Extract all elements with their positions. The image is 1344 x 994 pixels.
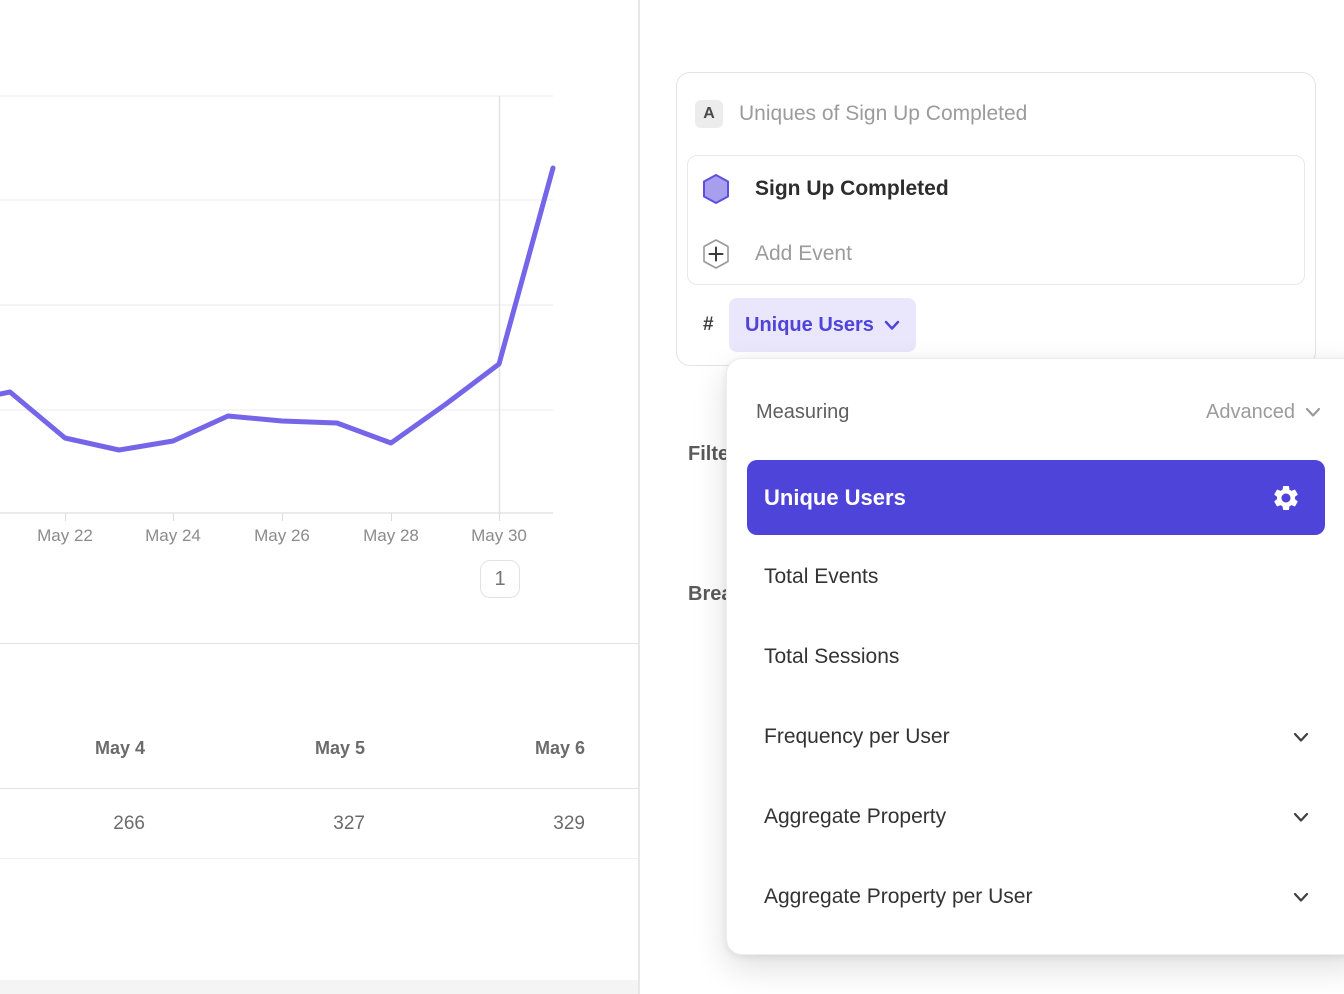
gear-icon[interactable]	[1271, 483, 1301, 513]
bottom-scroll-strip	[0, 980, 638, 994]
add-event-plus-icon	[703, 238, 729, 269]
query-card: A Uniques of Sign Up Completed Sign Up C…	[676, 72, 1316, 366]
metric-row: # Unique Users	[677, 298, 1315, 352]
line-chart	[0, 95, 556, 521]
metric-chip-label: Unique Users	[745, 313, 874, 336]
event-row-sign-up-completed[interactable]: Sign Up Completed	[688, 156, 1304, 221]
menu-item-label: Aggregate Property per User	[764, 885, 1033, 908]
menu-item-label: Unique Users	[764, 484, 906, 510]
event-name-label: Sign Up Completed	[755, 176, 949, 200]
x-axis-tick-label: May 30	[471, 526, 527, 545]
menu-item-aggregate-property[interactable]: Aggregate Property	[727, 777, 1344, 857]
menu-item-frequency-per-user[interactable]: Frequency per User	[727, 697, 1344, 777]
query-title: Uniques of Sign Up Completed	[739, 102, 1028, 125]
measuring-dropdown: Measuring Advanced Unique Users Total Eve…	[726, 358, 1344, 955]
measuring-menu-header: Measuring Advanced	[727, 386, 1344, 438]
chevron-down-icon	[1293, 812, 1309, 822]
pagination-badge[interactable]: 1	[480, 560, 520, 598]
query-card-header: A Uniques of Sign Up Completed	[677, 73, 1315, 155]
chart-line-series	[0, 165, 556, 453]
query-builder-panel: A Uniques of Sign Up Completed Sign Up C…	[640, 0, 1344, 994]
menu-item-total-sessions[interactable]: Total Sessions	[727, 617, 1344, 697]
add-event-label: Add Event	[755, 241, 852, 265]
table-top-divider	[0, 643, 638, 644]
table-cell-value: 329	[553, 813, 585, 834]
filter-section-heading: Filter	[688, 443, 737, 465]
measuring-menu-items: Unique Users Total Events Total Sessions Fr…	[727, 460, 1344, 937]
add-event-button[interactable]: Add Event	[688, 221, 1304, 286]
menu-item-label: Total Sessions	[764, 645, 900, 668]
advanced-mode-label: Advanced	[1206, 400, 1295, 423]
table-cell-value: 266	[113, 813, 145, 834]
table-column-header: May 5	[314, 738, 365, 758]
chevron-down-icon	[884, 320, 900, 330]
menu-item-label: Total Events	[764, 565, 879, 588]
chevron-down-icon	[1305, 407, 1321, 417]
x-axis-tick-label: May 28	[363, 526, 419, 545]
panel-divider	[638, 0, 640, 994]
metric-selector-chip[interactable]: Unique Users	[729, 298, 916, 352]
table-bottom-divider	[0, 858, 638, 859]
menu-item-total-events[interactable]: Total Events	[727, 537, 1344, 617]
table-column-header: May 4	[94, 738, 145, 758]
x-axis-tick-label: May 24	[145, 526, 201, 545]
table-cell-value: 327	[333, 813, 365, 834]
measuring-label: Measuring	[756, 400, 850, 423]
menu-item-label: Frequency per User	[764, 725, 950, 748]
menu-item-label: Aggregate Property	[764, 805, 947, 828]
advanced-mode-selector[interactable]: Advanced	[1206, 401, 1321, 424]
chevron-down-icon	[1293, 892, 1309, 902]
series-letter-badge: A	[695, 100, 723, 128]
chevron-down-icon	[1293, 732, 1309, 742]
menu-item-unique-users[interactable]: Unique Users	[747, 460, 1325, 535]
event-card: Sign Up Completed Add Event	[687, 155, 1305, 285]
count-symbol: #	[703, 314, 714, 335]
chart-panel: May 22 May 24 May 26 May 28 May 30 1 May 4 26…	[0, 0, 638, 994]
table-column-header: May 6	[534, 738, 585, 758]
menu-item-aggregate-property-per-user[interactable]: Aggregate Property per User	[727, 857, 1344, 937]
table-header-divider	[0, 788, 638, 789]
event-hexagon-icon	[703, 173, 729, 204]
x-axis-tick-label: May 26	[254, 526, 310, 545]
x-axis-tick-label: May 22	[37, 526, 93, 545]
